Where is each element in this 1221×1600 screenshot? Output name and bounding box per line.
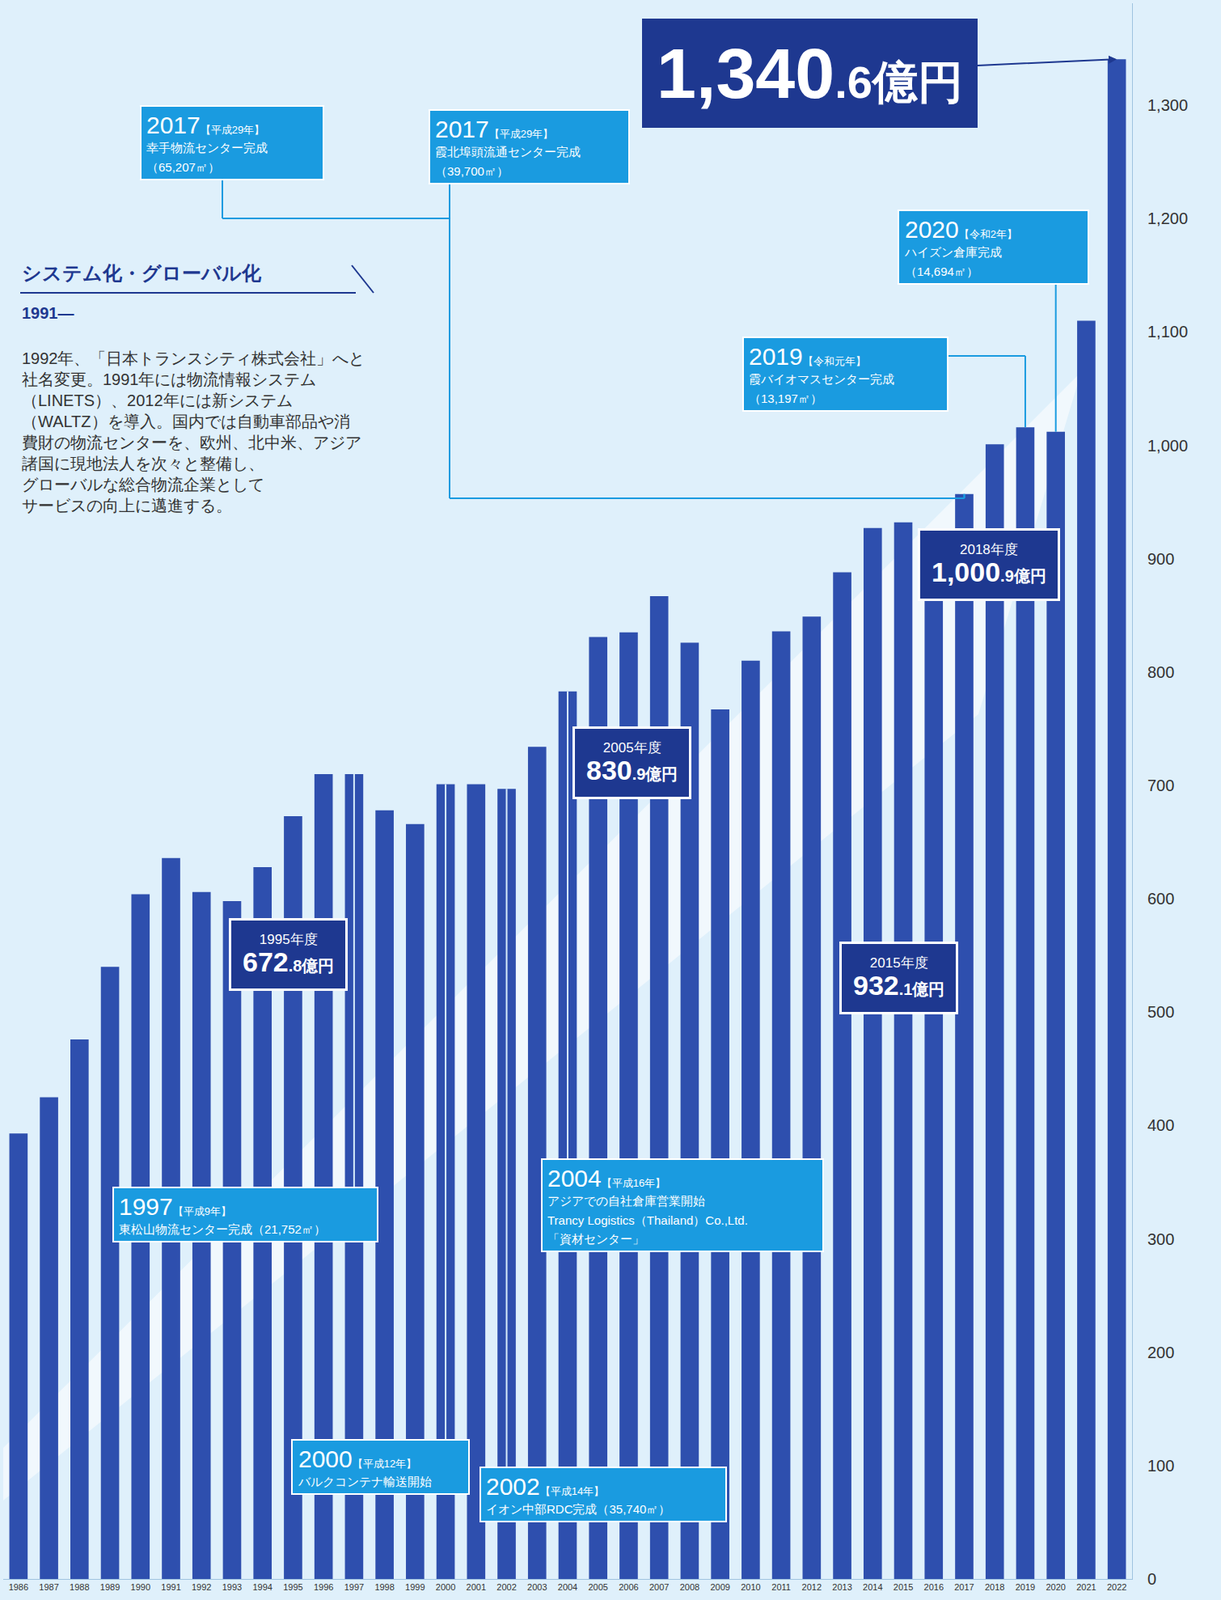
svg-text:1986: 1986 <box>8 1581 29 1592</box>
svg-text:2003: 2003 <box>527 1581 547 1592</box>
svg-text:1999: 1999 <box>405 1581 425 1592</box>
svg-text:2007: 2007 <box>649 1581 669 1592</box>
svg-text:1995年度672.8億円: 1995年度672.8億円 <box>242 931 334 977</box>
svg-text:100: 100 <box>1147 1456 1175 1475</box>
svg-text:1988: 1988 <box>69 1581 89 1592</box>
svg-text:1991: 1991 <box>160 1581 181 1592</box>
svg-text:システム化・グローバル化: システム化・グローバル化 <box>21 261 262 284</box>
svg-text:2015: 2015 <box>893 1581 913 1592</box>
svg-text:1989: 1989 <box>100 1581 120 1592</box>
svg-text:2000: 2000 <box>435 1581 456 1592</box>
svg-text:1995: 1995 <box>283 1581 303 1592</box>
svg-text:1,200: 1,200 <box>1147 209 1188 228</box>
svg-text:2015年度932.1億円: 2015年度932.1億円 <box>853 954 945 1001</box>
svg-text:2012: 2012 <box>802 1581 822 1592</box>
svg-text:1997【平成9年】東松山物流センター完成（21,752㎡）: 1997【平成9年】東松山物流センター完成（21,752㎡） <box>118 1192 326 1236</box>
svg-text:2017【平成29年】霞北埠頭流通センター完成（39,700: 2017【平成29年】霞北埠頭流通センター完成（39,700㎡） <box>435 115 581 178</box>
svg-text:1,300: 1,300 <box>1147 96 1188 115</box>
svg-text:0: 0 <box>1147 1569 1157 1588</box>
svg-text:400: 400 <box>1147 1115 1175 1134</box>
svg-text:1998: 1998 <box>374 1581 394 1592</box>
svg-text:1993: 1993 <box>222 1581 242 1592</box>
svg-text:2020: 2020 <box>1045 1581 1065 1592</box>
svg-text:600: 600 <box>1147 889 1175 908</box>
svg-text:700: 700 <box>1147 776 1175 795</box>
svg-text:2014: 2014 <box>862 1581 883 1592</box>
svg-text:2004: 2004 <box>557 1581 578 1592</box>
svg-text:2010: 2010 <box>740 1581 761 1592</box>
svg-text:2018年度1,000.9億円: 2018年度1,000.9億円 <box>931 541 1047 588</box>
svg-text:2005: 2005 <box>587 1581 608 1592</box>
svg-text:300: 300 <box>1147 1229 1175 1248</box>
svg-text:2002【平成14年】イオン中部RDC完成（35,740㎡）: 2002【平成14年】イオン中部RDC完成（35,740㎡） <box>485 1472 671 1516</box>
svg-text:2021: 2021 <box>1076 1581 1096 1592</box>
svg-text:800: 800 <box>1147 663 1175 681</box>
svg-text:2016: 2016 <box>924 1581 944 1592</box>
svg-text:2022: 2022 <box>1106 1581 1127 1592</box>
svg-text:1,000: 1,000 <box>1147 436 1188 455</box>
svg-text:900: 900 <box>1147 549 1175 568</box>
svg-text:2002: 2002 <box>496 1581 516 1592</box>
svg-text:2006: 2006 <box>618 1581 638 1592</box>
svg-text:1992: 1992 <box>191 1581 212 1592</box>
svg-text:2019【令和元年】霞バイオマスセンター完成（13,197㎡: 2019【令和元年】霞バイオマスセンター完成（13,197㎡） <box>748 342 895 406</box>
svg-text:2008: 2008 <box>680 1581 700 1592</box>
svg-text:1,340.6億円: 1,340.6億円 <box>656 33 964 114</box>
svg-text:1987: 1987 <box>38 1581 59 1592</box>
svg-text:2017【平成29年】幸手物流センター完成（65,207㎡）: 2017【平成29年】幸手物流センター完成（65,207㎡） <box>146 111 268 174</box>
svg-text:1996: 1996 <box>313 1581 334 1592</box>
svg-text:2001: 2001 <box>466 1581 486 1592</box>
svg-text:2017: 2017 <box>954 1581 974 1592</box>
svg-text:200: 200 <box>1147 1343 1175 1361</box>
svg-text:2004【平成16年】アジアでの自社倉庫営業開始Trancy: 2004【平成16年】アジアでの自社倉庫営業開始Trancy Logistics… <box>547 1164 748 1246</box>
svg-text:1990: 1990 <box>130 1581 151 1592</box>
svg-text:1992年、「日本トランスシティ株式会社」へと社名変更。19: 1992年、「日本トランスシティ株式会社」へと社名変更。1991年には物流情報シ… <box>21 349 366 515</box>
svg-text:1,100: 1,100 <box>1147 322 1188 341</box>
svg-text:500: 500 <box>1147 1002 1175 1021</box>
svg-text:2000【平成12年】バルクコンテナ輸送開始: 2000【平成12年】バルクコンテナ輸送開始 <box>297 1444 432 1488</box>
svg-text:2020【令和2年】ハイズン倉庫完成（14,694㎡）: 2020【令和2年】ハイズン倉庫完成（14,694㎡） <box>904 215 1018 279</box>
svg-text:2009: 2009 <box>709 1581 730 1592</box>
svg-text:1991—: 1991— <box>21 304 75 322</box>
svg-text:2005年度830.9億円: 2005年度830.9億円 <box>586 739 678 786</box>
svg-text:2019: 2019 <box>1015 1581 1036 1592</box>
svg-text:2013: 2013 <box>832 1581 852 1592</box>
svg-text:2018: 2018 <box>984 1581 1005 1592</box>
svg-text:1994: 1994 <box>252 1581 272 1592</box>
svg-text:2011: 2011 <box>771 1581 791 1592</box>
svg-text:1997: 1997 <box>344 1581 364 1592</box>
